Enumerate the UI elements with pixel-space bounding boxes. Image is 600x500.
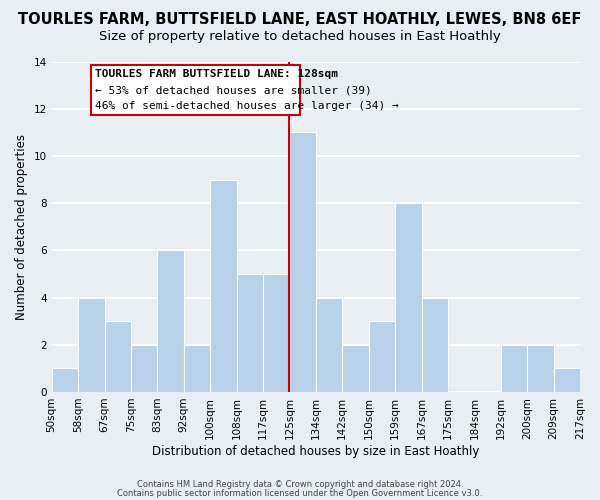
Bar	[104, 321, 131, 392]
Text: Size of property relative to detached houses in East Hoathly: Size of property relative to detached ho…	[99, 30, 501, 43]
Text: TOURLES FARM, BUTTSFIELD LANE, EAST HOATHLY, LEWES, BN8 6EF: TOURLES FARM, BUTTSFIELD LANE, EAST HOAT…	[19, 12, 581, 28]
Bar	[236, 274, 263, 392]
Bar	[52, 368, 78, 392]
Bar	[421, 298, 448, 392]
Bar	[157, 250, 184, 392]
Bar	[289, 132, 316, 392]
Bar	[131, 345, 157, 392]
Bar	[368, 321, 395, 392]
Bar	[316, 298, 342, 392]
Bar	[342, 345, 368, 392]
Text: ← 53% of detached houses are smaller (39): ← 53% of detached houses are smaller (39…	[95, 85, 372, 95]
Text: Contains HM Land Registry data © Crown copyright and database right 2024.: Contains HM Land Registry data © Crown c…	[137, 480, 463, 489]
Bar	[210, 180, 236, 392]
Text: 46% of semi-detached houses are larger (34) →: 46% of semi-detached houses are larger (…	[95, 101, 399, 111]
Bar	[78, 298, 104, 392]
Bar	[263, 274, 289, 392]
Text: Contains public sector information licensed under the Open Government Licence v3: Contains public sector information licen…	[118, 488, 482, 498]
FancyBboxPatch shape	[91, 65, 300, 114]
Bar	[554, 368, 580, 392]
Bar	[501, 345, 527, 392]
Bar	[527, 345, 554, 392]
Bar	[184, 345, 210, 392]
Y-axis label: Number of detached properties: Number of detached properties	[15, 134, 28, 320]
Bar	[395, 203, 421, 392]
Text: TOURLES FARM BUTTSFIELD LANE: 128sqm: TOURLES FARM BUTTSFIELD LANE: 128sqm	[95, 70, 338, 80]
X-axis label: Distribution of detached houses by size in East Hoathly: Distribution of detached houses by size …	[152, 444, 479, 458]
